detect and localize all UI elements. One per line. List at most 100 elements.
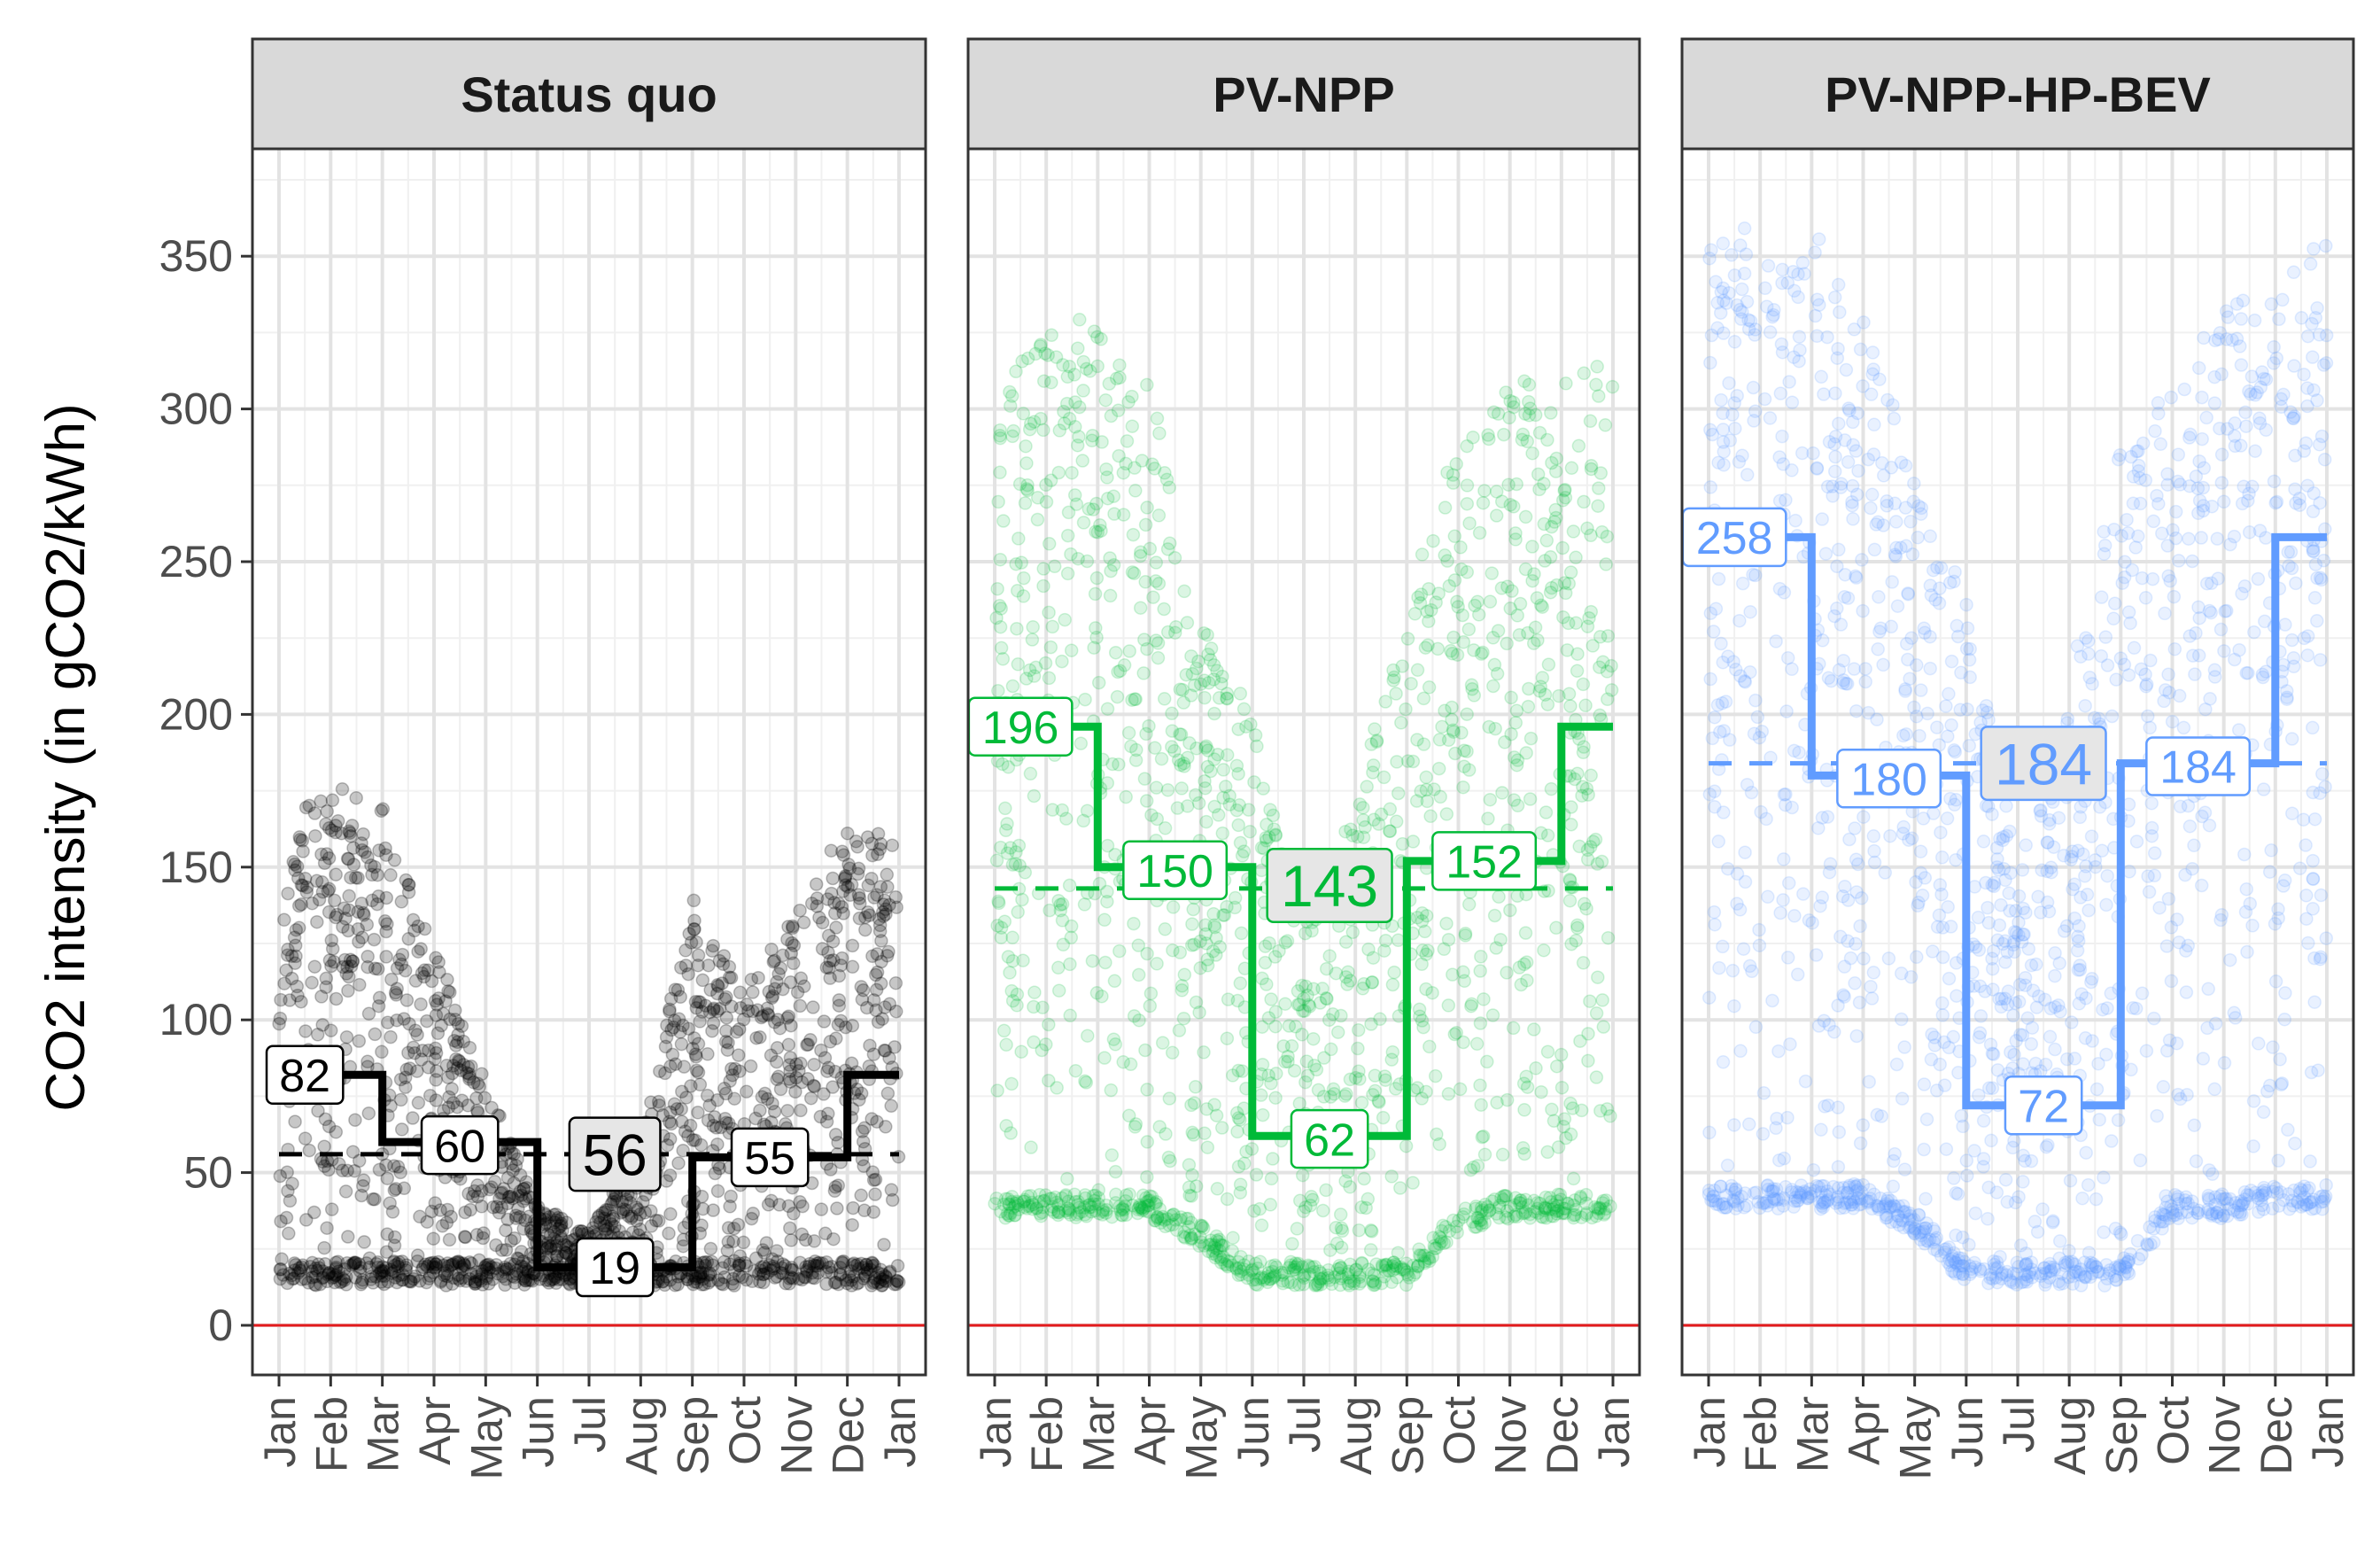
data-point	[2085, 1034, 2099, 1048]
data-point	[1151, 636, 1166, 650]
data-point	[833, 958, 849, 973]
data-point	[1345, 925, 1361, 940]
data-point	[842, 861, 857, 875]
data-point	[1725, 248, 1739, 262]
data-point	[1363, 1243, 1378, 1257]
data-point	[1470, 594, 1485, 609]
data-point	[2164, 974, 2179, 989]
data-point	[476, 1231, 491, 1246]
data-point	[710, 986, 725, 1001]
data-point	[2213, 622, 2229, 637]
data-point	[1167, 743, 1182, 758]
data-point	[2256, 1105, 2271, 1120]
data-point	[793, 1255, 808, 1270]
data-point	[1035, 1000, 1050, 1014]
data-point	[1243, 824, 1257, 839]
data-point	[2195, 390, 2209, 405]
data-point	[1849, 1029, 1864, 1044]
data-point	[1148, 741, 1162, 755]
data-point	[806, 1000, 820, 1014]
data-point	[2316, 358, 2331, 372]
data-point	[315, 1270, 330, 1285]
data-point	[1549, 1059, 1564, 1074]
data-point	[1005, 429, 1019, 444]
data-point	[852, 1092, 866, 1107]
data-point	[1353, 797, 1368, 811]
data-point	[1562, 872, 1577, 887]
data-point	[2283, 545, 2299, 559]
data-point	[559, 1239, 573, 1253]
data-point	[1150, 411, 1165, 426]
data-point	[703, 1241, 718, 1256]
data-point	[1566, 524, 1581, 539]
data-point	[2114, 1227, 2128, 1241]
data-point	[760, 1006, 775, 1021]
data-point	[281, 1184, 295, 1199]
data-point	[1512, 627, 1527, 642]
data-point	[1310, 1277, 1325, 1291]
data-point	[1446, 725, 1461, 739]
data-point	[2151, 496, 2166, 511]
x-tick-label: Dec	[1538, 1396, 1587, 1475]
data-point	[767, 1104, 782, 1119]
data-point	[1239, 1145, 1253, 1159]
data-point	[864, 1112, 879, 1126]
data-point	[1158, 1219, 1173, 1234]
data-point	[2205, 499, 2220, 514]
data-point	[1199, 739, 1213, 754]
x-tick-label: Sep	[669, 1396, 718, 1475]
data-point	[1211, 747, 1225, 762]
data-point	[2016, 1175, 2030, 1189]
data-point	[2207, 396, 2222, 410]
data-point	[1455, 608, 1469, 623]
data-point	[440, 1202, 454, 1217]
data-point	[1865, 346, 1880, 360]
data-point	[325, 942, 340, 956]
data-point	[1831, 1160, 1846, 1174]
data-point	[706, 1203, 720, 1217]
data-point	[1856, 603, 1870, 618]
data-point	[305, 975, 319, 990]
data-point	[1097, 912, 1112, 928]
data-point	[429, 1093, 444, 1107]
data-point	[1534, 1084, 1548, 1099]
data-point	[760, 1001, 775, 1015]
data-point	[1391, 786, 1406, 801]
data-point	[1182, 1220, 1197, 1234]
data-point	[693, 1077, 708, 1092]
data-point	[1735, 576, 1750, 591]
data-point	[862, 908, 877, 922]
data-point	[1215, 826, 1230, 841]
data-point	[1852, 995, 1867, 1010]
data-point	[1924, 588, 1939, 602]
data-point	[844, 877, 859, 892]
data-point	[717, 1254, 732, 1270]
data-point	[851, 861, 866, 876]
data-point	[869, 1003, 883, 1018]
data-point	[1107, 507, 1121, 521]
data-point	[1080, 554, 1095, 569]
data-point	[291, 898, 306, 913]
data-point	[2281, 1122, 2295, 1138]
data-point	[332, 1157, 346, 1171]
data-point	[668, 982, 683, 997]
data-point	[550, 1234, 564, 1249]
data-point	[1254, 1218, 1269, 1232]
data-point	[869, 967, 883, 982]
data-point	[1439, 916, 1454, 931]
data-point	[1072, 400, 1087, 415]
data-point	[1843, 951, 1858, 966]
data-point	[682, 927, 696, 941]
data-point	[346, 1256, 361, 1271]
data-point	[1241, 1268, 1256, 1282]
data-point	[2150, 1108, 2164, 1123]
data-point	[1566, 1171, 1581, 1186]
data-point	[280, 948, 295, 962]
data-point	[1510, 609, 1524, 623]
data-point	[2289, 576, 2303, 591]
data-point	[1399, 702, 1413, 717]
data-point	[1043, 473, 1058, 488]
data-point	[1720, 1158, 1735, 1173]
data-point	[1912, 728, 1926, 743]
data-point	[510, 1152, 524, 1167]
